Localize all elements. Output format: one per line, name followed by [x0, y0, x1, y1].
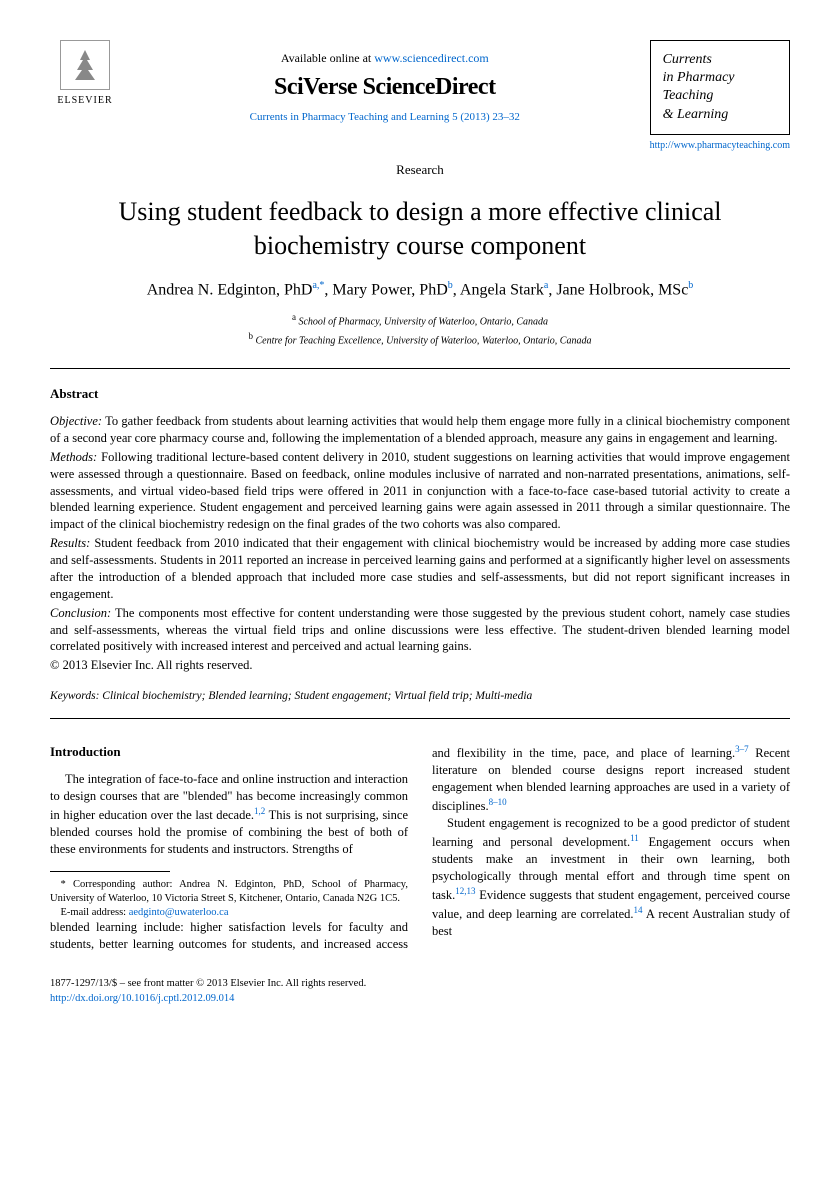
publisher-logo: ELSEVIER	[50, 40, 120, 108]
affil-a: School of Pharmacy, University of Waterl…	[298, 317, 548, 328]
ref-8-10[interactable]: 8–10	[489, 797, 507, 807]
doi-link[interactable]: http://dx.doi.org/10.1016/j.cptl.2012.09…	[50, 993, 234, 1004]
journal-url[interactable]: http://www.pharmacyteaching.com	[650, 139, 790, 153]
article-type: Research	[50, 161, 790, 179]
author-4-affil: b	[688, 280, 693, 291]
keywords-label: Keywords:	[50, 690, 99, 702]
authors-line: Andrea N. Edginton, PhDa,*, Mary Power, …	[50, 279, 790, 302]
header-center: Available online at www.sciencedirect.co…	[120, 40, 650, 126]
corr-label: * Corresponding author:	[61, 879, 173, 890]
author-2: , Mary Power, PhD	[324, 281, 447, 298]
keywords-line: Keywords: Clinical biochemistry; Blended…	[50, 688, 790, 704]
ref-14[interactable]: 14	[634, 905, 643, 915]
header-row: ELSEVIER Available online at www.science…	[50, 40, 790, 153]
journal-line-3: Teaching	[663, 87, 777, 105]
rule-below-keywords	[50, 718, 790, 719]
results-label: Results:	[50, 536, 90, 550]
available-online-line: Available online at www.sciencedirect.co…	[120, 50, 650, 67]
issn-line: 1877-1297/13/$ – see front matter © 2013…	[50, 977, 790, 992]
results-text: Student feedback from 2010 indicated tha…	[50, 536, 790, 601]
conclusion-text: The components most effective for conten…	[50, 606, 790, 654]
available-text: Available online at	[281, 51, 371, 65]
ref-12-13[interactable]: 12,13	[455, 886, 475, 896]
affil-a-sup: a	[292, 312, 296, 322]
affiliations: a School of Pharmacy, University of Wate…	[50, 311, 790, 348]
journal-box-wrap: Currents in Pharmacy Teaching & Learning…	[650, 40, 790, 153]
author-4: , Jane Holbrook, MSc	[548, 281, 688, 298]
objective-label: Objective:	[50, 414, 102, 428]
methods-text: Following traditional lecture-based cont…	[50, 450, 790, 532]
objective-text: To gather feedback from students about l…	[50, 414, 790, 445]
affil-b-sup: b	[249, 331, 254, 341]
sciencedirect-link[interactable]: www.sciencedirect.com	[374, 51, 489, 65]
author-3: , Angela Stark	[453, 281, 544, 298]
article-title: Using student feedback to design a more …	[90, 195, 750, 263]
author-1: Andrea N. Edginton, PhD	[147, 281, 313, 298]
intro-heading: Introduction	[50, 743, 408, 761]
page-footer: 1877-1297/13/$ – see front matter © 2013…	[50, 977, 790, 1006]
journal-line-2: in Pharmacy	[663, 69, 777, 87]
affil-b: Centre for Teaching Excellence, Universi…	[256, 335, 592, 346]
journal-title-box: Currents in Pharmacy Teaching & Learning	[650, 40, 790, 135]
methods-label: Methods:	[50, 450, 97, 464]
journal-line-4: & Learning	[663, 106, 777, 124]
email-label: E-mail address:	[61, 907, 127, 918]
footnotes: * Corresponding author: Andrea N. Edgint…	[50, 878, 408, 919]
abstract-heading: Abstract	[50, 385, 790, 403]
intro-para-1: The integration of face-to-face and onli…	[50, 771, 408, 858]
ref-3-7[interactable]: 3–7	[735, 744, 749, 754]
abstract-body: Objective: To gather feedback from stude…	[50, 413, 790, 674]
body-columns: Introduction The integration of face-to-…	[50, 743, 790, 953]
citation-line[interactable]: Currents in Pharmacy Teaching and Learni…	[120, 110, 650, 125]
keywords-list: Clinical biochemistry; Blended learning;…	[102, 690, 532, 702]
ref-11[interactable]: 11	[630, 833, 639, 843]
ref-1-2[interactable]: 1,2	[254, 806, 265, 816]
rule-above-abstract	[50, 368, 790, 369]
footnote-rule	[50, 871, 170, 872]
col2-para-2: Student engagement is recognized to be a…	[432, 815, 790, 940]
email-address[interactable]: aedginto@uwaterloo.ca	[129, 907, 229, 918]
page-container: ELSEVIER Available online at www.science…	[0, 0, 840, 1036]
publisher-name: ELSEVIER	[50, 94, 120, 108]
journal-line-1: Currents	[663, 51, 777, 69]
copyright-line: © 2013 Elsevier Inc. All rights reserved…	[50, 657, 790, 674]
brand-name: SciVerse ScienceDirect	[120, 71, 650, 105]
conclusion-label: Conclusion:	[50, 606, 111, 620]
elsevier-tree-icon	[60, 40, 110, 90]
